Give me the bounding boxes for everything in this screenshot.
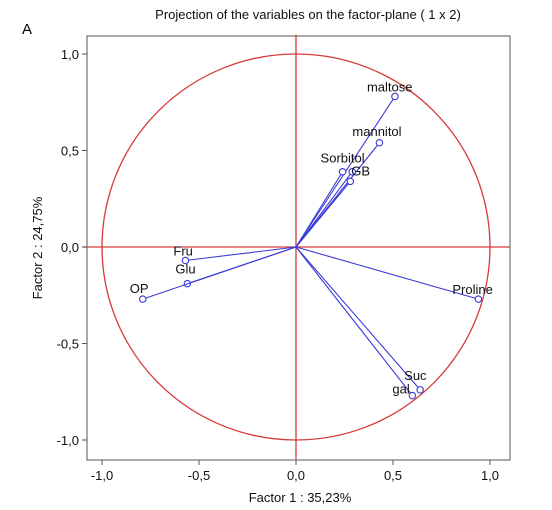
x-tick-label: -0,5: [188, 468, 210, 483]
point-gb: [348, 167, 357, 176]
y-tick-label: 0,0: [61, 240, 79, 255]
point-maltose: [391, 92, 399, 101]
tick-layer: -1,0 -0,5 0,0 0,5 1,0 -1,0 -0,5 0,0 0,5 1,0: [57, 47, 499, 483]
point-label-gb: GB: [351, 164, 370, 179]
point-label-fru: Fru: [173, 244, 193, 259]
y-tick-label: -0,5: [57, 337, 79, 352]
vector-suc: [295, 246, 421, 391]
x-tick-label: 0,0: [287, 468, 305, 483]
point-op: [138, 295, 147, 303]
point-label-maltose: maltose: [367, 79, 413, 94]
chart-title: Projection of the variables on the facto…: [155, 7, 461, 22]
vector-sorbitol: [295, 171, 344, 248]
point-point: [346, 177, 355, 186]
x-tick-label: -1,0: [91, 468, 113, 483]
vector-proline: [295, 246, 479, 300]
point-label-mannitol: mannitol: [352, 124, 401, 139]
y-axis-label: Factor 2 : 24,75%: [30, 196, 45, 299]
point-label-op: OP: [130, 281, 149, 296]
point-label-suc: Suc: [404, 368, 427, 383]
point-suc: [416, 386, 424, 394]
vector-fru: [185, 246, 297, 262]
vector-gal: [295, 246, 413, 396]
point-label-proline: Proline: [452, 282, 492, 297]
point-label-sorbitol: Sorbitol: [321, 151, 365, 166]
y-tick-label: -1,0: [57, 433, 79, 448]
y-tick-label: 1,0: [61, 47, 79, 62]
plot-frame: [86, 35, 511, 461]
x-axis-label: Factor 1 : 35,23%: [249, 490, 352, 505]
point-fru: [181, 256, 190, 265]
point-mannitol: [375, 139, 384, 147]
vector-point: [295, 181, 351, 248]
panel-label: A: [22, 21, 32, 38]
y-tick-label: 0,5: [61, 144, 79, 159]
vector-op: [142, 246, 297, 300]
x-tick-label: 0,5: [384, 468, 402, 483]
point-label-gal: gal: [392, 382, 409, 397]
point-sorbitol: [338, 167, 347, 176]
point-proline: [474, 295, 483, 303]
vector-gb: [295, 171, 353, 248]
x-tick-label: 1,0: [481, 468, 499, 483]
point-label-glu: Glu: [175, 262, 195, 277]
point-gal: [408, 391, 417, 400]
